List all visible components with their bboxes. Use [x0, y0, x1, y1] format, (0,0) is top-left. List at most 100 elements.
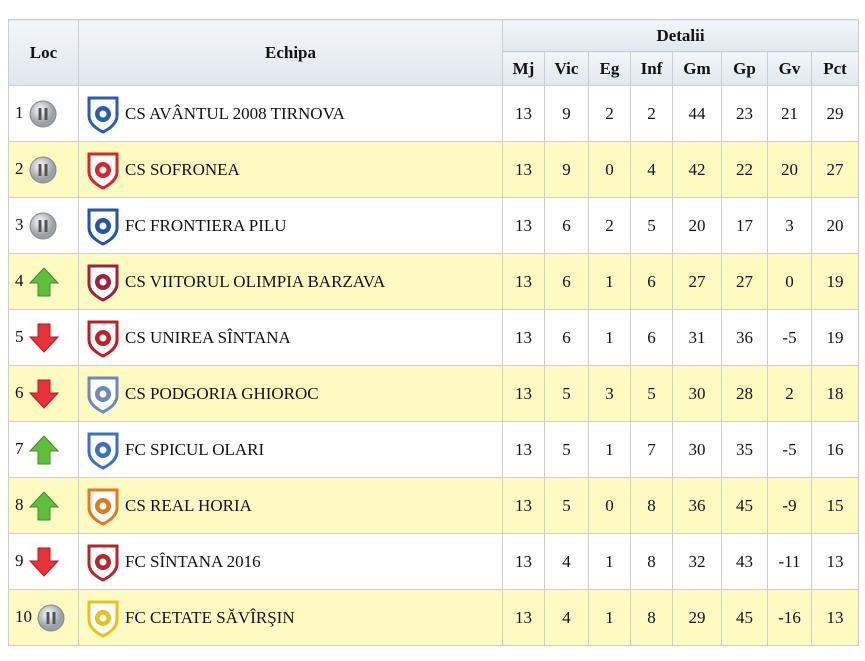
stat-cell: 44 — [672, 85, 722, 142]
position-cell: 8 — [8, 477, 79, 534]
header-column: Inf — [630, 51, 673, 86]
stat-cell: 4 — [544, 589, 589, 646]
stat-cell: 20 — [672, 197, 722, 254]
stat-cell: 35 — [721, 421, 768, 478]
stat-cell: 31 — [672, 309, 722, 366]
team-cell: FC SPICUL OLARI — [78, 421, 503, 478]
position: 2 — [15, 158, 24, 178]
trend-icon — [28, 490, 60, 520]
team-name: FC SÎNTANA 2016 — [125, 551, 261, 571]
stat-cell: 2 — [630, 85, 673, 142]
team-logo — [85, 376, 121, 414]
position-cell: 5 — [8, 309, 79, 366]
stat-cell: 13 — [502, 365, 545, 422]
position-cell: 6 — [8, 365, 79, 422]
stat-cell: 6 — [544, 253, 589, 310]
stat-cell: 1 — [588, 309, 631, 366]
trend-icon — [36, 604, 66, 631]
team-row: 8 CS REAL HORIA 13 5 0 8 36 45 -9 15 — [8, 477, 860, 534]
stat-cell: 1 — [588, 589, 631, 646]
team-cell: CS AVÂNTUL 2008 TIRNOVA — [78, 85, 503, 142]
trend-icon — [28, 212, 58, 239]
stat-cell: 5 — [630, 197, 673, 254]
team-row: 2 CS SOFRONEA 13 9 0 4 42 22 20 27 — [8, 141, 860, 198]
stat-cell: 6 — [630, 253, 673, 310]
stat-cell: 19 — [810, 253, 860, 310]
table-header: Loc Echipa Detalii Mj Vic Eg Inf Gm Gp Gv Pct — [8, 19, 860, 86]
stat-cell: 28 — [721, 365, 768, 422]
stat-cell: 36 — [672, 477, 722, 534]
team-logo — [85, 320, 121, 358]
position: 6 — [15, 382, 24, 402]
header-column: Mj — [502, 51, 545, 86]
stat-cell: 43 — [721, 533, 768, 590]
stat-cell: 4 — [630, 141, 673, 198]
stat-cell: 4 — [544, 533, 589, 590]
team-cell: CS PODGORIA GHIOROC — [78, 365, 503, 422]
stat-cell: 1 — [588, 253, 631, 310]
position: 7 — [15, 438, 24, 458]
stat-cell: 20 — [767, 141, 812, 198]
position: 4 — [15, 270, 24, 290]
team-logo — [85, 208, 121, 246]
team-name: CS SOFRONEA — [125, 159, 240, 179]
trend-icon — [28, 100, 58, 127]
team-cell: FC SÎNTANA 2016 — [78, 533, 503, 590]
stat-cell: 1 — [588, 533, 631, 590]
standings-table: Loc Echipa Detalii Mj Vic Eg Inf Gm Gp Gv Pct 1… — [8, 19, 860, 646]
team-name: CS AVÂNTUL 2008 TIRNOVA — [125, 103, 345, 123]
stat-cell: 30 — [672, 365, 722, 422]
team-name: FC CETATE SĂVÎRŞIN — [125, 607, 295, 627]
stat-cell: 42 — [672, 141, 722, 198]
team-name: CS VIITORUL OLIMPIA BARZAVA — [125, 271, 386, 291]
team-logo — [85, 432, 121, 470]
position-cell: 9 — [8, 533, 79, 590]
header-details: Detalii — [501, 19, 860, 52]
stat-cell: 13 — [502, 533, 545, 590]
stat-cell: 9 — [544, 85, 589, 142]
position-cell: 10 — [8, 589, 79, 646]
stat-cell: 36 — [721, 309, 768, 366]
team-logo — [85, 152, 121, 190]
stat-cell: 27 — [810, 141, 860, 198]
stat-cell: 23 — [721, 85, 768, 142]
trend-icon — [28, 547, 60, 577]
header-loc: Loc — [8, 19, 79, 86]
team-logo — [85, 600, 121, 638]
stat-cell: 9 — [544, 141, 589, 198]
team-cell: CS UNIREA SÎNTANA — [78, 309, 503, 366]
position: 1 — [15, 102, 24, 122]
table-body: 1 CS AVÂNTUL 2008 TIRNOVA 13 9 2 2 44 23 21 29 2 CS… — [8, 85, 860, 646]
stat-cell: 3 — [767, 197, 812, 254]
header-row: Mj Vic Eg Inf Gm Gp Gv Pct — [9, 51, 860, 86]
position-cell: 1 — [8, 85, 79, 142]
stat-cell: 5 — [630, 365, 673, 422]
stat-cell: -11 — [767, 533, 812, 590]
team-row: 1 CS AVÂNTUL 2008 TIRNOVA 13 9 2 2 44 23 21 29 — [8, 85, 860, 142]
team-cell: FC FRONTIERA PILU — [78, 197, 503, 254]
stat-cell: 30 — [672, 421, 722, 478]
stat-cell: 13 — [502, 197, 545, 254]
trend-icon — [28, 379, 60, 409]
stat-cell: 17 — [721, 197, 768, 254]
stat-cell: 19 — [810, 309, 860, 366]
stat-cell: 13 — [502, 477, 545, 534]
position: 9 — [15, 550, 24, 570]
header-team: Echipa — [78, 19, 503, 86]
team-cell: CS REAL HORIA — [78, 477, 503, 534]
stat-cell: 32 — [672, 533, 722, 590]
stat-cell: 5 — [544, 477, 589, 534]
stat-cell: 2 — [767, 365, 812, 422]
stat-cell: -5 — [767, 421, 812, 478]
trend-icon — [28, 434, 60, 464]
team-row: 10 FC CETATE SĂVÎRŞIN 13 4 1 8 29 45 -16 13 — [8, 589, 860, 646]
header-column: Vic — [544, 51, 589, 86]
header-column: Gm — [672, 51, 722, 86]
stat-cell: 18 — [810, 365, 860, 422]
team-row: 3 FC FRONTIERA PILU 13 6 2 5 20 17 3 20 — [8, 197, 860, 254]
stat-cell: 8 — [630, 477, 673, 534]
stat-cell: 6 — [544, 309, 589, 366]
stat-cell: 8 — [630, 533, 673, 590]
header-column: Eg — [588, 51, 631, 86]
stat-cell: 13 — [502, 141, 545, 198]
